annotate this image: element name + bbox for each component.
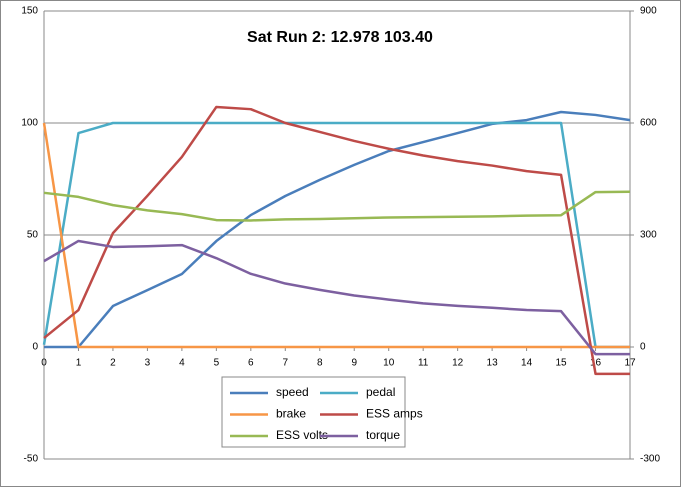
y2-tick-label: 300 bbox=[640, 230, 657, 241]
series-line bbox=[44, 110, 631, 349]
x-tick-label: 2 bbox=[110, 358, 116, 369]
x-tick-label: 13 bbox=[487, 358, 499, 369]
x-tick-label: 10 bbox=[383, 358, 395, 369]
y2-tick-label: 600 bbox=[640, 118, 657, 129]
legend-label: speed bbox=[276, 385, 309, 399]
x-tick-label: 4 bbox=[179, 358, 185, 369]
x-tick-label: 9 bbox=[351, 358, 357, 369]
x-tick-label: 6 bbox=[248, 358, 254, 369]
x-tick-label: 0 bbox=[41, 358, 47, 369]
y2-tick-label: 900 bbox=[640, 6, 657, 17]
y-tick-label: 150 bbox=[21, 6, 38, 17]
x-tick-label: 7 bbox=[283, 358, 289, 369]
x-tick-label: 11 bbox=[418, 358, 429, 369]
series-line bbox=[42, 122, 630, 349]
x-tick-label: 5 bbox=[214, 358, 220, 369]
series-line bbox=[43, 190, 631, 222]
y2-tick-label: 0 bbox=[640, 342, 646, 353]
x-tick-label: 15 bbox=[555, 358, 567, 369]
x-tick-label: 3 bbox=[145, 358, 151, 369]
y-tick-label: -50 bbox=[24, 454, 39, 465]
y-tick-label: 100 bbox=[21, 118, 38, 129]
y-tick-label: 50 bbox=[27, 230, 39, 241]
series-line bbox=[43, 105, 630, 376]
x-tick-label: 14 bbox=[521, 358, 533, 369]
legend-label: ESS volts bbox=[276, 428, 328, 442]
x-tick-label: 16 bbox=[590, 358, 602, 369]
series-line bbox=[42, 121, 630, 349]
chart-title: Sat Run 2: 12.978 103.40 bbox=[247, 29, 433, 46]
x-tick-label: 8 bbox=[317, 358, 323, 369]
x-tick-label: 12 bbox=[452, 358, 464, 369]
legend-label: pedal bbox=[366, 385, 395, 399]
x-tick-label: 1 bbox=[76, 358, 82, 369]
y2-tick-label: -300 bbox=[640, 454, 660, 465]
legend-label: ESS amps bbox=[366, 407, 423, 421]
y-tick-label: 0 bbox=[32, 342, 38, 353]
series-line bbox=[43, 239, 630, 356]
legend-label: torque bbox=[366, 428, 400, 442]
legend-label: brake bbox=[276, 407, 306, 421]
x-tick-label: 17 bbox=[624, 358, 636, 369]
